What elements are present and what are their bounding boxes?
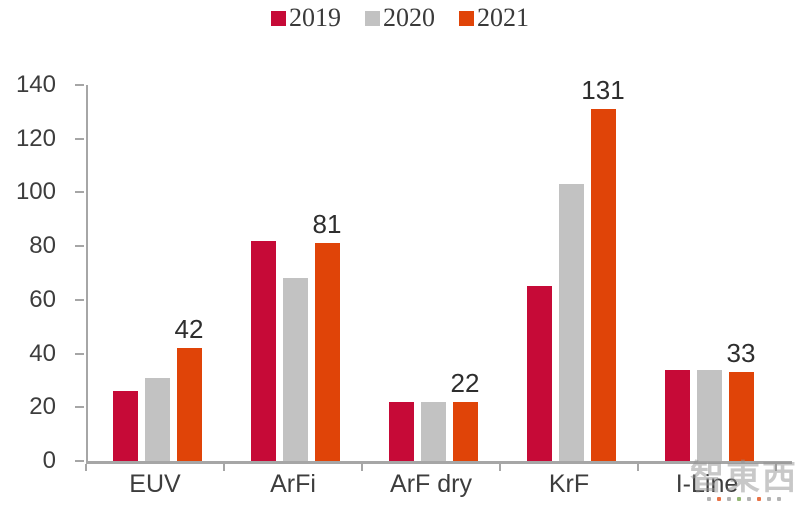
y-axis-label-140: 140 — [15, 71, 56, 98]
category-slot-arf-dry: 22 — [364, 85, 502, 461]
barwrap-euv-2021: 42 — [174, 85, 204, 461]
x-axis-tick-0 — [85, 464, 87, 471]
legend-swatch-2020 — [365, 10, 380, 26]
y-axis-label-120: 120 — [15, 124, 56, 152]
x-axis-tick-5 — [775, 464, 777, 471]
y-axis-label-80: 80 — [29, 232, 56, 260]
barwrap-i-line-2019 — [664, 85, 690, 461]
category-slot-arfi: 81 — [226, 85, 364, 461]
bar-arf-dry-2019 — [388, 401, 414, 461]
y-axis-tick-0 — [75, 460, 84, 462]
category-slot-i-line: 33 — [640, 85, 778, 461]
barwrap-arf-dry-2021: 22 — [450, 85, 480, 461]
barwrap-euv-2019 — [112, 85, 138, 461]
y-axis-label-40: 40 — [29, 339, 56, 367]
barwrap-i-line-2021: 33 — [726, 85, 756, 461]
category-label-i-line: I-Line — [675, 470, 739, 498]
bar-group-i-line: 33 — [664, 85, 756, 461]
bar-arfi-2020 — [282, 278, 308, 461]
x-axis-tick-3 — [499, 464, 501, 471]
x-axis-tick-4 — [637, 464, 639, 471]
bar-euv-2019 — [112, 391, 138, 461]
data-label-arfi-2021: 81 — [312, 209, 342, 240]
data-label-arf-dry-2021: 22 — [450, 367, 480, 398]
bar-i-line-2020 — [696, 369, 722, 461]
legend-swatch-2021 — [459, 10, 474, 26]
barwrap-arfi-2019 — [250, 85, 276, 461]
barwrap-arf-dry-2020 — [420, 85, 446, 461]
category-label-krf: KrF — [548, 470, 590, 498]
bar-krf-2020 — [558, 184, 584, 461]
bar-group-krf: 131 — [526, 77, 625, 461]
bar-arfi-2019 — [250, 240, 276, 461]
y-axis-label-100: 100 — [15, 178, 56, 206]
chart-legend: 2019 2020 2021 — [0, 5, 800, 31]
legend-item-2019: 2019 — [271, 5, 341, 31]
watermark-dot-7 — [777, 497, 781, 501]
barwrap-krf-2021: 131 — [581, 77, 625, 461]
bar-i-line-2019 — [664, 369, 690, 461]
category-slot-euv: 42 — [88, 85, 226, 461]
y-axis-label-20: 20 — [29, 393, 56, 421]
barwrap-krf-2020 — [558, 85, 584, 461]
y-axis-tick-60 — [75, 298, 84, 301]
category-label-arf-dry: ArF dry — [390, 470, 472, 498]
y-axis-tick-20 — [75, 406, 84, 409]
y-axis-tick-120 — [75, 137, 84, 140]
x-axis-tick-1 — [223, 464, 225, 471]
bar-krf-2021 — [590, 109, 616, 461]
y-axis-tick-80 — [75, 245, 84, 248]
barwrap-arfi-2021: 81 — [312, 85, 342, 461]
y-axis-label-0: 0 — [42, 447, 56, 474]
bar-euv-2021 — [176, 348, 202, 461]
y-axis-tick-100 — [75, 191, 84, 194]
barwrap-arf-dry-2019 — [388, 85, 414, 461]
barwrap-arfi-2020 — [282, 85, 308, 461]
bar-arfi-2021 — [314, 243, 340, 461]
bar-group-euv: 42 — [112, 85, 204, 461]
legend-label-2020: 2020 — [383, 3, 435, 32]
legend-label-2019: 2019 — [289, 3, 341, 32]
barwrap-euv-2020 — [144, 85, 170, 461]
barwrap-i-line-2020 — [696, 85, 722, 461]
bar-group-arf-dry: 22 — [388, 85, 480, 461]
legend-label-2021: 2021 — [477, 3, 529, 32]
y-axis-tick-140 — [75, 84, 84, 86]
legend-item-2021: 2021 — [459, 5, 529, 31]
x-axis-tick-2 — [361, 464, 363, 471]
legend-item-2020: 2020 — [365, 5, 435, 31]
bar-euv-2020 — [144, 377, 170, 461]
legend-swatch-2019 — [271, 10, 286, 26]
bar-arf-dry-2020 — [420, 401, 446, 461]
bar-group-arfi: 81 — [250, 85, 342, 461]
data-label-i-line-2021: 33 — [726, 338, 756, 369]
category-label-arfi: ArFi — [270, 470, 316, 498]
category-labels: EUV ArFi ArF dry KrF I-Line — [86, 470, 776, 499]
bar-i-line-2021 — [728, 372, 754, 461]
category-label-euv: EUV — [129, 470, 181, 498]
barwrap-krf-2019 — [526, 85, 552, 461]
bar-krf-2019 — [526, 286, 552, 461]
data-label-euv-2021: 42 — [174, 314, 204, 345]
bar-groups: 42 81 22 131 33 — [88, 77, 778, 461]
plot-area: 42 81 22 131 33 — [86, 77, 792, 464]
y-axis-tick-40 — [75, 352, 84, 355]
data-label-krf-2021: 131 — [581, 75, 625, 106]
y-axis-label-60: 60 — [29, 285, 56, 313]
bar-arf-dry-2021 — [452, 401, 478, 461]
category-slot-krf: 131 — [502, 77, 640, 461]
